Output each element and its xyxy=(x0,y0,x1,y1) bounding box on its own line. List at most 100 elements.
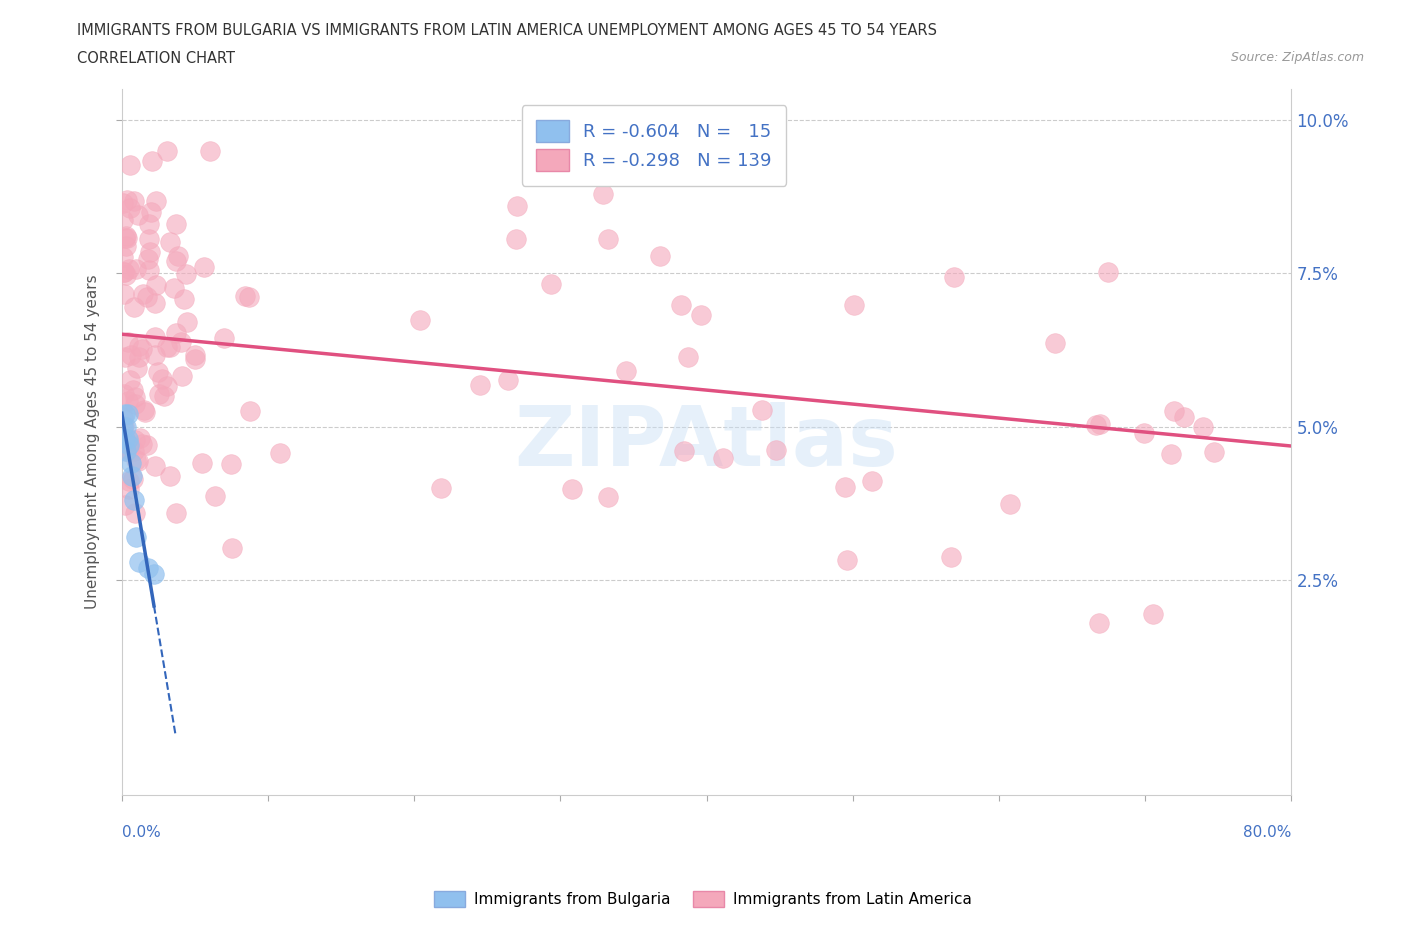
Point xyxy=(1097,264,1119,279)
Point xyxy=(1163,404,1185,418)
Point xyxy=(118,261,141,276)
Point xyxy=(115,419,138,434)
Point xyxy=(115,229,138,244)
Legend: Immigrants from Bulgaria, Immigrants from Latin America: Immigrants from Bulgaria, Immigrants fro… xyxy=(427,884,979,913)
Point xyxy=(430,481,453,496)
Point xyxy=(765,443,787,458)
Point xyxy=(156,143,179,158)
Point xyxy=(122,299,145,314)
Point xyxy=(117,442,139,457)
Point xyxy=(145,296,167,311)
Point xyxy=(193,259,215,274)
Point xyxy=(669,298,692,312)
Point xyxy=(128,554,150,569)
Point xyxy=(860,474,883,489)
Point xyxy=(1088,616,1111,631)
Text: Source: ZipAtlas.com: Source: ZipAtlas.com xyxy=(1230,51,1364,64)
Point xyxy=(112,409,135,424)
Point xyxy=(143,458,166,473)
Point xyxy=(1000,497,1022,512)
Point xyxy=(118,442,141,457)
Point xyxy=(114,407,136,422)
Point xyxy=(121,382,143,397)
Point xyxy=(128,339,150,353)
Point xyxy=(122,472,145,486)
Point xyxy=(114,432,136,446)
Point xyxy=(1084,418,1107,432)
Point xyxy=(127,454,149,469)
Point xyxy=(117,335,139,350)
Point xyxy=(614,364,637,379)
Point xyxy=(112,265,135,280)
Point xyxy=(114,350,136,365)
Point xyxy=(131,342,153,357)
Point xyxy=(165,254,187,269)
Point xyxy=(648,248,671,263)
Point xyxy=(124,506,146,521)
Point xyxy=(269,445,291,460)
Point xyxy=(118,200,141,215)
Point xyxy=(118,373,141,388)
Point xyxy=(678,349,700,364)
Point xyxy=(117,407,139,422)
Point xyxy=(112,386,135,401)
Point xyxy=(117,432,139,446)
Point xyxy=(143,329,166,344)
Point xyxy=(221,540,243,555)
Point xyxy=(183,348,205,363)
Point xyxy=(143,348,166,363)
Point xyxy=(112,195,135,210)
Point xyxy=(112,264,135,279)
Point xyxy=(167,249,190,264)
Point xyxy=(172,369,194,384)
Point xyxy=(118,481,141,496)
Point xyxy=(132,286,155,301)
Point xyxy=(233,288,256,303)
Point xyxy=(219,457,242,472)
Point xyxy=(135,437,157,452)
Point xyxy=(505,198,527,213)
Point xyxy=(942,270,965,285)
Point xyxy=(941,550,963,565)
Legend: R = -0.604   N =   15, R = -0.298   N = 139: R = -0.604 N = 15, R = -0.298 N = 139 xyxy=(522,105,786,186)
Point xyxy=(136,252,159,267)
Point xyxy=(118,438,141,453)
Point xyxy=(124,397,146,412)
Point xyxy=(120,347,142,362)
Point xyxy=(138,232,160,246)
Point xyxy=(124,432,146,447)
Point xyxy=(844,298,866,312)
Text: 80.0%: 80.0% xyxy=(1243,825,1292,840)
Point xyxy=(156,339,179,354)
Point xyxy=(134,405,156,419)
Point xyxy=(176,314,198,329)
Point xyxy=(128,431,150,445)
Point xyxy=(125,361,148,376)
Point xyxy=(751,402,773,417)
Point xyxy=(198,143,221,158)
Point xyxy=(141,153,163,168)
Point xyxy=(145,277,167,292)
Point xyxy=(112,212,135,227)
Text: 0.0%: 0.0% xyxy=(122,825,160,840)
Point xyxy=(204,488,226,503)
Point xyxy=(239,404,262,418)
Point xyxy=(125,529,148,544)
Point xyxy=(837,553,859,568)
Y-axis label: Unemployment Among Ages 45 to 54 years: Unemployment Among Ages 45 to 54 years xyxy=(86,274,100,609)
Point xyxy=(112,286,135,301)
Point xyxy=(163,281,186,296)
Point xyxy=(689,308,711,323)
Text: CORRELATION CHART: CORRELATION CHART xyxy=(77,51,235,66)
Point xyxy=(1160,446,1182,461)
Point xyxy=(496,372,519,387)
Point xyxy=(238,289,260,304)
Point xyxy=(124,194,146,209)
Text: IMMIGRANTS FROM BULGARIA VS IMMIGRANTS FROM LATIN AMERICA UNEMPLOYMENT AMONG AGE: IMMIGRANTS FROM BULGARIA VS IMMIGRANTS F… xyxy=(77,23,938,38)
Point xyxy=(127,207,149,222)
Point xyxy=(128,350,150,365)
Point xyxy=(598,232,620,246)
Point xyxy=(592,187,614,202)
Point xyxy=(125,452,148,467)
Text: ZIPAtlas: ZIPAtlas xyxy=(515,402,898,483)
